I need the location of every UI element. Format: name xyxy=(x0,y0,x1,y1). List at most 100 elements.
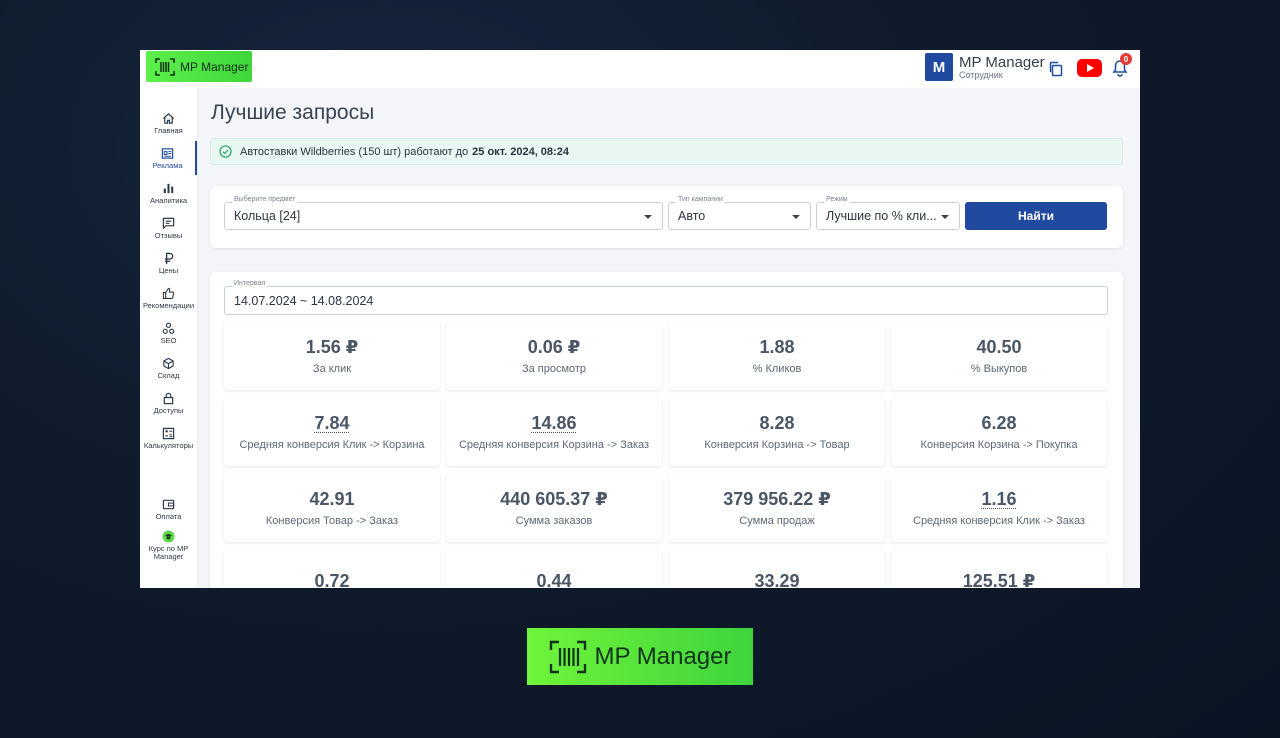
avatar: M xyxy=(925,53,953,81)
field-label: Выберите предмет xyxy=(232,196,298,203)
check-circle-icon xyxy=(219,145,232,158)
stat-card: 1.88 % Кликов xyxy=(669,322,885,390)
course-icon xyxy=(162,530,175,543)
logo-text: MP Manager xyxy=(180,59,249,74)
stat-value: 6.28 xyxy=(981,413,1017,433)
find-button[interactable]: Найти xyxy=(965,202,1107,230)
youtube-icon[interactable] xyxy=(1077,59,1102,77)
ads-icon xyxy=(161,147,174,159)
sidebar-item-label: Калькуляторы xyxy=(143,440,194,450)
wallet-icon xyxy=(162,499,175,509)
chat-icon xyxy=(162,217,175,230)
sidebar-item-ads[interactable]: Реклама xyxy=(140,141,197,175)
stat-card: 1.56 ₽ За клик xyxy=(224,322,440,390)
stat-value: 33.29 xyxy=(754,571,800,588)
sidebar-item-label: Рекомендации xyxy=(142,300,195,310)
sidebar-item-label: Отзывы xyxy=(154,230,183,240)
stat-value: 1.88 xyxy=(759,337,795,357)
sidebar-item-calculators[interactable]: Калькуляторы xyxy=(140,421,197,455)
stat-card: 0.06 ₽ За просмотр xyxy=(446,322,662,390)
stat-value: 1.56 ₽ xyxy=(305,337,359,357)
sidebar-item-label: Аналитика xyxy=(149,195,188,205)
interval-value: 14.07.2024 ~ 14.08.2024 xyxy=(234,293,374,308)
stat-value: 440 605.37 ₽ xyxy=(500,489,608,509)
sidebar-item-seo[interactable]: SEO xyxy=(140,316,197,350)
sidebar-item-label: Оплата xyxy=(155,511,182,521)
sidebar-item-label: Доступы xyxy=(153,405,184,415)
select-value: Лучшие по % кли... xyxy=(826,209,937,223)
select-value: Кольца [24] xyxy=(234,209,301,223)
info-alert: Автоставки Wildberries (150 шт) работают… xyxy=(210,138,1123,165)
sidebar-item-prices[interactable]: Цены xyxy=(140,246,197,280)
stat-value: 0.72 xyxy=(314,571,350,588)
sidebar-item-label: Главная xyxy=(154,125,183,135)
chevron-down-icon xyxy=(644,215,652,219)
sidebar-item-warehouse[interactable]: Склад xyxy=(140,351,197,385)
stat-label: Средняя конверсия Корзина -> Заказ xyxy=(458,439,650,451)
chevron-down-icon xyxy=(792,215,800,219)
box-icon xyxy=(163,357,174,369)
thumbs-up-icon xyxy=(162,287,175,299)
calculator-icon xyxy=(162,427,175,439)
bottom-brand-logo: MP Manager xyxy=(527,628,753,685)
stat-card: 1.16 Средняя конверсия Клик -> Заказ xyxy=(891,474,1107,542)
chevron-down-icon xyxy=(941,215,949,219)
stat-label: За просмотр xyxy=(521,363,587,375)
stat-label: Сумма продаж xyxy=(739,515,815,527)
page-title: Лучшие запросы xyxy=(211,101,375,124)
interval-picker[interactable]: Интервал 14.07.2024 ~ 14.08.2024 xyxy=(224,280,1108,315)
sidebar-item-analytics[interactable]: Аналитика xyxy=(140,176,197,210)
lock-icon xyxy=(163,392,174,404)
app-window: MP Manager M MP Manager Сотрудник 0 Глав… xyxy=(140,50,1140,588)
stat-label: % Кликов xyxy=(752,363,802,375)
stat-card: 42.91 Конверсия Товар -> Заказ xyxy=(224,474,440,542)
select-value: Авто xyxy=(678,209,706,223)
filters-card: Выберите предмет Кольца [24] Тип кампани… xyxy=(210,186,1123,248)
stat-card: 0.72 xyxy=(224,550,440,588)
sidebar-item-recommendations[interactable]: Рекомендации xyxy=(140,281,197,315)
alert-date: 25 окт. 2024, 08:24 xyxy=(472,145,569,158)
user-profile[interactable]: M MP Manager Сотрудник xyxy=(925,53,1045,81)
notification-badge: 0 xyxy=(1120,53,1132,65)
stat-label: Конверсия Корзина -> Товар xyxy=(704,439,850,451)
campaign-type-select[interactable]: Тип кампании Авто xyxy=(668,196,811,230)
subject-select[interactable]: Выберите предмет Кольца [24] xyxy=(224,196,663,230)
stat-card: 379 956.22 ₽ Сумма продаж xyxy=(669,474,885,542)
sidebar-item-access[interactable]: Доступы xyxy=(140,386,197,420)
stat-value: 0.06 ₽ xyxy=(527,337,581,357)
stat-card: 33.29 xyxy=(669,550,885,588)
stats-card: Интервал 14.07.2024 ~ 14.08.2024 1.56 ₽ З… xyxy=(210,272,1123,588)
copy-icon[interactable] xyxy=(1048,61,1064,77)
stat-value: 125.51 ₽ xyxy=(962,571,1036,588)
sidebar-item-label: SEO xyxy=(160,335,177,345)
mode-select[interactable]: Режим Лучшие по % кли... xyxy=(816,196,960,230)
stat-label: Конверсия Товар -> Заказ xyxy=(265,515,399,527)
user-role: Сотрудник xyxy=(959,69,1003,80)
field-label: Тип кампании xyxy=(676,196,725,203)
stat-label: Сумма заказов xyxy=(515,515,593,527)
ruble-icon xyxy=(164,252,174,264)
stat-value: 8.28 xyxy=(759,413,795,433)
sidebar-item-reviews[interactable]: Отзывы xyxy=(140,211,197,245)
stat-label: Конверсия Корзина -> Покупка xyxy=(920,439,1078,451)
sidebar-item-label: Реклама xyxy=(152,160,183,170)
main-content: Лучшие запросы Автоставки Wildberries (1… xyxy=(198,88,1140,588)
home-icon xyxy=(162,112,175,124)
sidebar: Главная Реклама Аналитика Отзывы Цены Ре… xyxy=(140,88,198,588)
stat-card: 125.51 ₽ xyxy=(891,550,1107,588)
sidebar-item-home[interactable]: Главная xyxy=(140,106,197,140)
barcode-logo-icon xyxy=(549,640,586,673)
sidebar-item-payment[interactable]: Оплата xyxy=(140,492,197,526)
sidebar-item-label: Цены xyxy=(158,265,179,275)
sidebar-item-course[interactable]: Курс по MP Manager xyxy=(140,528,197,562)
stat-card: 6.28 Конверсия Корзина -> Покупка xyxy=(891,398,1107,466)
top-bar: MP Manager M MP Manager Сотрудник 0 xyxy=(140,50,1140,88)
stat-label: За клик xyxy=(312,363,352,375)
sidebar-item-label: Склад xyxy=(157,370,180,380)
stat-card: 40.50 % Выкупов xyxy=(891,322,1107,390)
stat-card: 440 605.37 ₽ Сумма заказов xyxy=(446,474,662,542)
user-name: MP Manager xyxy=(959,53,1045,71)
logo-button[interactable]: MP Manager xyxy=(146,51,252,82)
stat-value: 1.16 xyxy=(981,489,1017,509)
stat-value: 42.91 xyxy=(309,489,355,509)
